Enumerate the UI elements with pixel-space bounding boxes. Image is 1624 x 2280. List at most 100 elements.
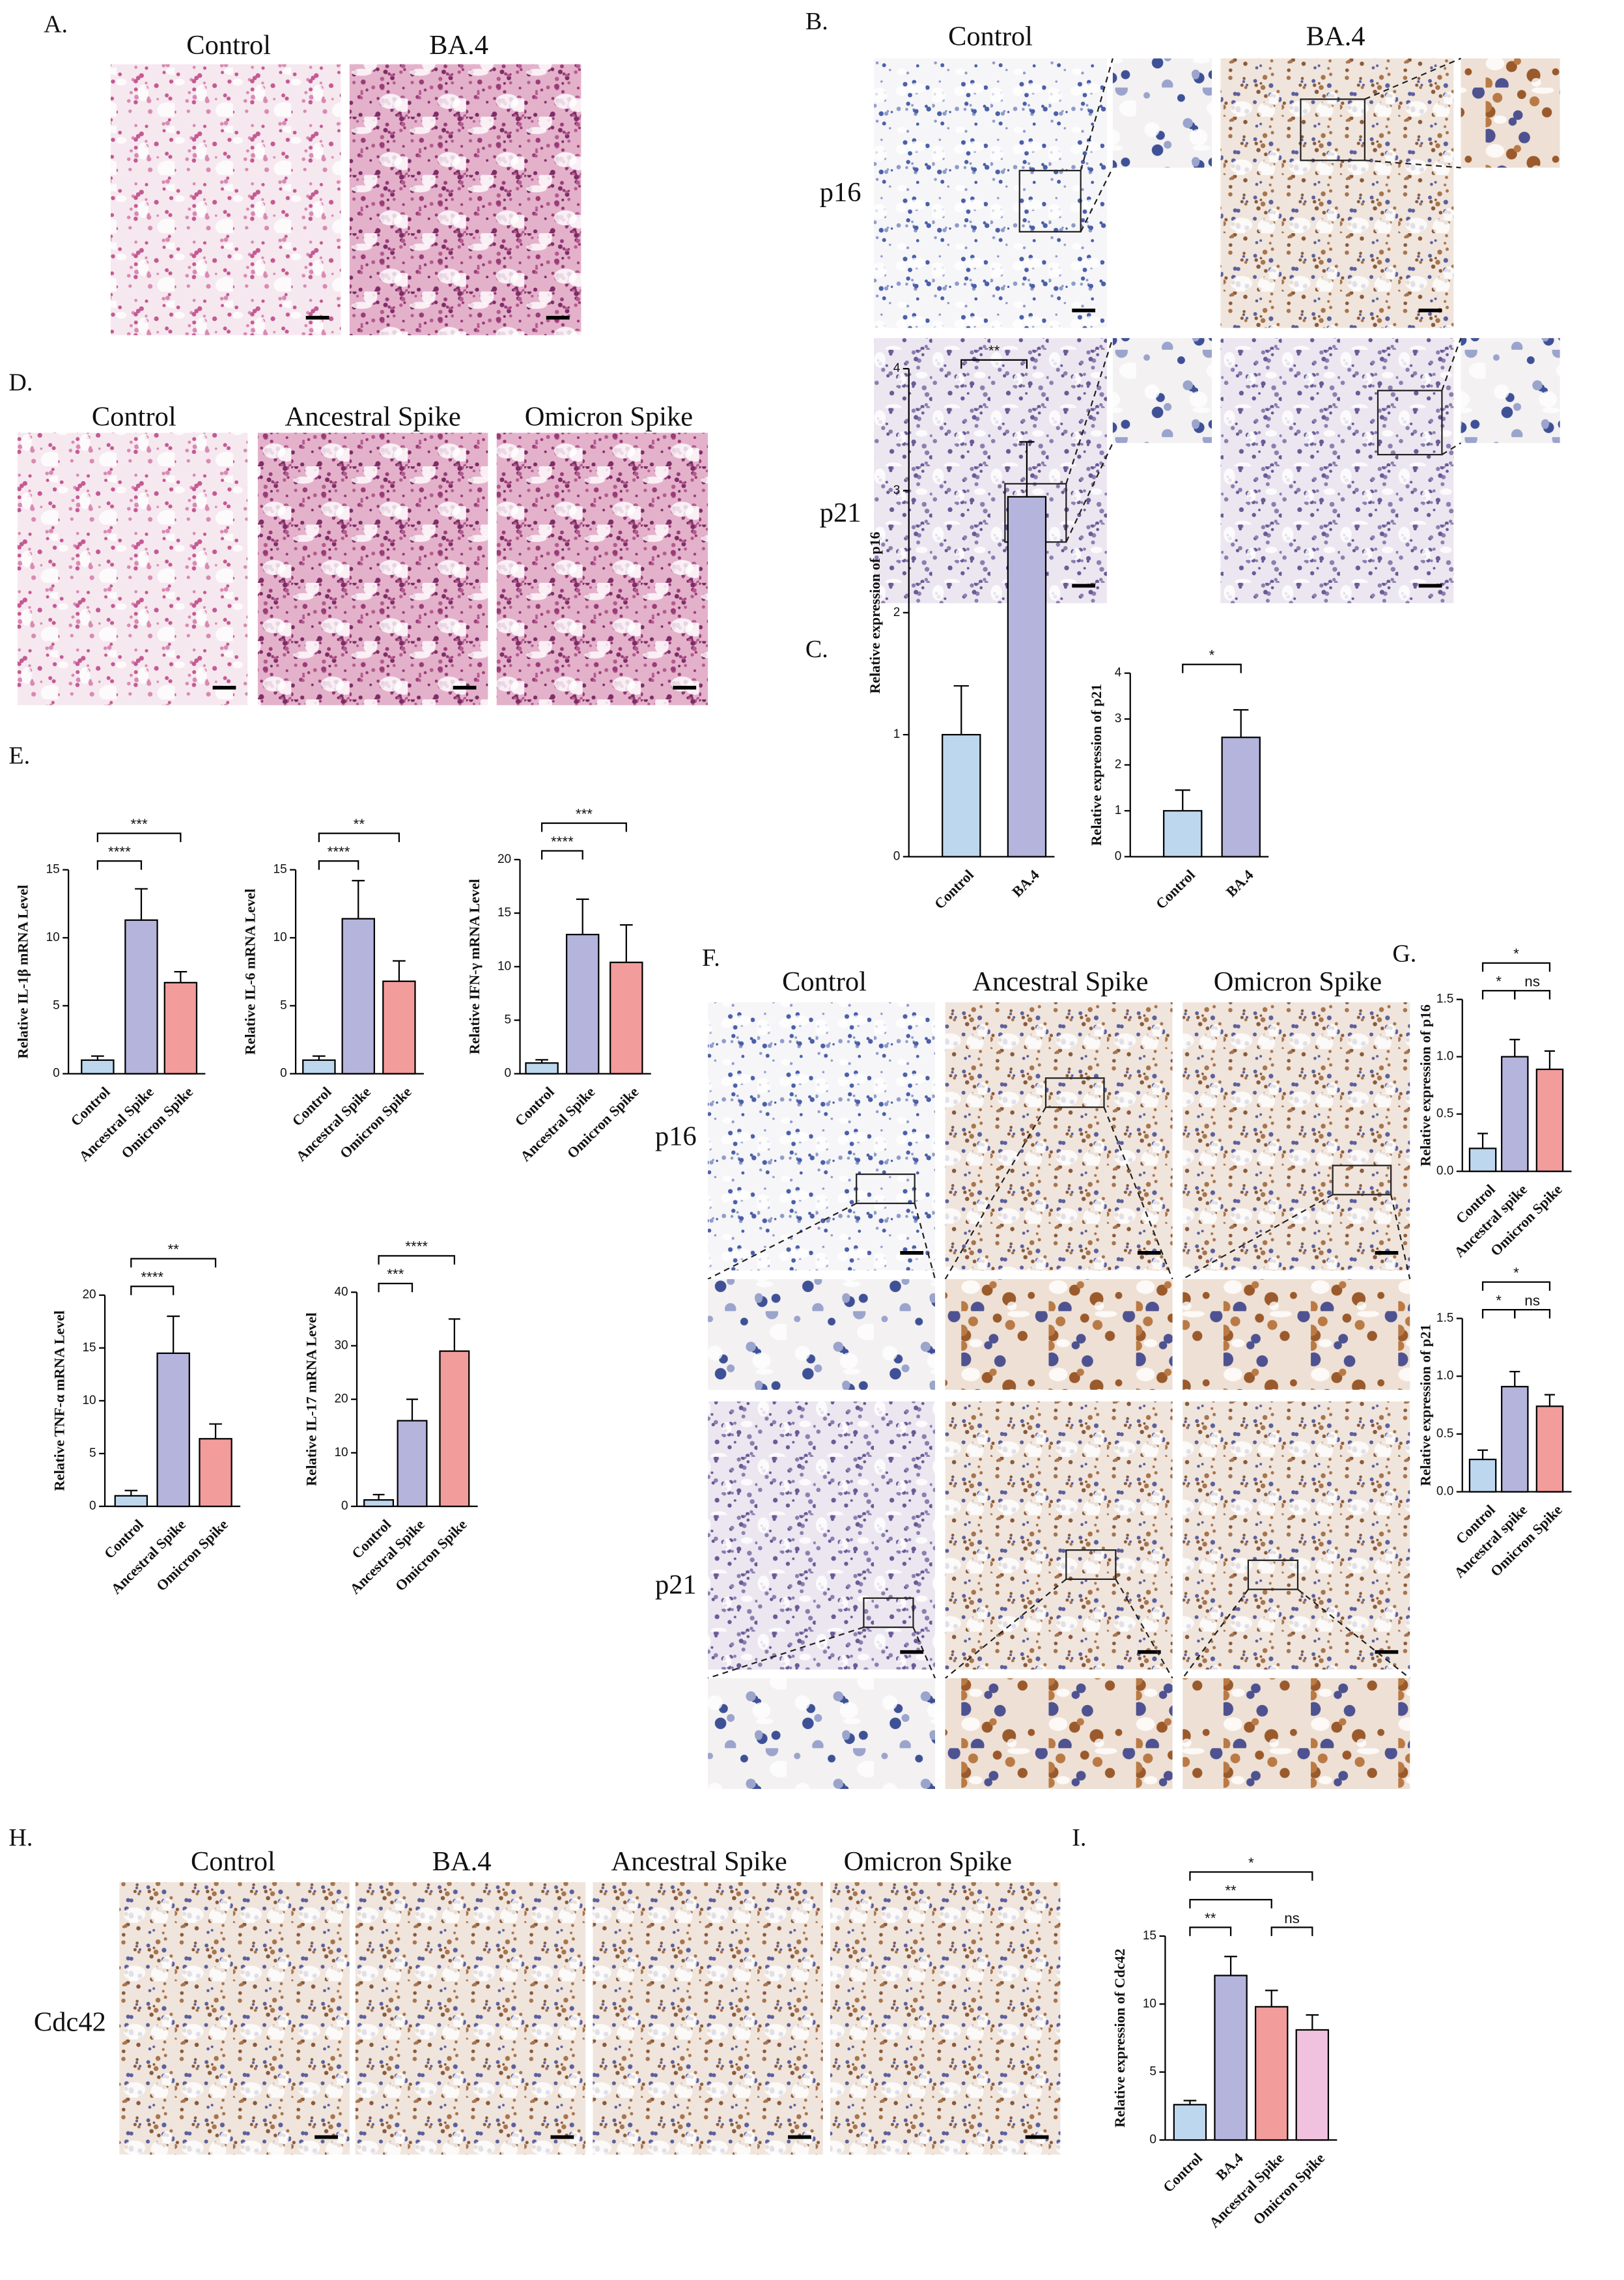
significance-label: * [1496, 974, 1502, 990]
bar [341, 918, 375, 1075]
y-tick-label: 10 [46, 931, 60, 944]
error-bar [1477, 1449, 1489, 1459]
significance-bracket [1514, 1308, 1551, 1319]
column-label: BA.4 [429, 30, 488, 61]
y-tick-label: 0.5 [1436, 1107, 1453, 1121]
micrograph [110, 64, 341, 335]
zoom-line [707, 1626, 864, 1680]
bar [1468, 1147, 1497, 1172]
micrograph [1112, 58, 1212, 168]
column-label: BA.4 [432, 1846, 492, 1877]
bar [114, 1495, 148, 1508]
significance-bracket [1189, 1926, 1232, 1936]
micrograph [1183, 1279, 1410, 1390]
micrograph [1183, 1678, 1410, 1789]
significance-label: *** [387, 1266, 404, 1282]
zoom-line [1390, 1194, 1411, 1280]
bar [1007, 496, 1047, 858]
error-bar [1175, 789, 1190, 811]
bar [439, 1350, 470, 1508]
micrograph [708, 1678, 936, 1789]
bar [302, 1059, 336, 1075]
zoom-line [1182, 1194, 1334, 1280]
error-bar [1509, 1039, 1520, 1057]
bar [1535, 1068, 1564, 1172]
zoom-line [1103, 1106, 1173, 1280]
y-tick-label: 0 [89, 1499, 96, 1513]
y-tick-label: 10 [273, 931, 287, 944]
zoom-line [1441, 337, 1462, 391]
y-tick-label: 0.0 [1436, 1164, 1453, 1178]
y-axis-label: Relative IL-6 mRNA Level [242, 889, 258, 1055]
micrograph [708, 1279, 936, 1390]
bar [565, 933, 600, 1075]
y-tick-label: 0 [893, 849, 901, 863]
significance-label: ** [354, 816, 365, 832]
bar [1468, 1458, 1497, 1493]
zoom-line [1080, 167, 1113, 232]
bar [124, 919, 158, 1075]
error-bar [953, 685, 969, 735]
error-bar [124, 1489, 138, 1496]
significance-label: **** [108, 843, 131, 860]
y-tick-label: 10 [334, 1446, 348, 1459]
zoom-line [1182, 1588, 1249, 1679]
y-axis-label: Relative expression of p16 [1418, 1004, 1434, 1166]
panel-label: C. [805, 636, 828, 663]
error-bar [619, 924, 633, 963]
y-axis-label: Relative TNF-α mRNA Level [51, 1310, 67, 1491]
zoom-line [914, 1203, 936, 1280]
micrograph [708, 1401, 936, 1670]
micrograph [874, 58, 1107, 328]
inset-box [1300, 98, 1365, 162]
error-bar [1019, 441, 1035, 497]
zoom-line [912, 1627, 936, 1679]
error-bar [1477, 1133, 1489, 1149]
significance-label: *** [576, 806, 593, 822]
zoom-line [1297, 1588, 1410, 1679]
micrograph [1461, 58, 1560, 168]
error-bar [1544, 1050, 1555, 1069]
y-tick-label: 1.5 [1436, 1312, 1453, 1325]
column-label: Control [186, 30, 271, 61]
y-tick-label: 1 [893, 727, 901, 741]
panel-label: G. [1392, 940, 1416, 967]
column-label: Control [92, 401, 176, 432]
micrograph [349, 64, 581, 335]
panel-label: F. [702, 944, 720, 972]
bar [81, 1059, 115, 1075]
y-tick-label: 20 [334, 1392, 348, 1406]
error-bar [393, 960, 406, 981]
zoom-line [944, 1579, 1067, 1679]
bar [1214, 1975, 1248, 2141]
error-bar [1265, 1990, 1278, 2007]
error-bar [1224, 1956, 1237, 1976]
column-label: Ancestral Spike [972, 966, 1148, 997]
y-tick-label: 0 [341, 1499, 348, 1513]
error-bar [174, 971, 188, 983]
column-label: Omicron Spike [525, 401, 693, 432]
y-tick-label: 0 [1115, 849, 1122, 863]
row-label: p21 [820, 498, 861, 528]
micrograph [874, 338, 1107, 604]
error-bar [1544, 1394, 1555, 1407]
error-bar [448, 1318, 460, 1351]
significance-label: **** [405, 1239, 428, 1255]
column-label: Control [782, 966, 867, 997]
panel-label: H. [8, 1824, 33, 1851]
y-axis-label: Relative expression of Cdc42 [1112, 1949, 1128, 2128]
significance-label: ns [1524, 974, 1540, 990]
y-axis-label: Relative expression of p21 [1418, 1324, 1434, 1486]
panel-label: A. [44, 10, 68, 38]
y-tick-label: 0 [53, 1067, 60, 1080]
error-bar [209, 1423, 222, 1439]
column-label: Ancestral Spike [285, 401, 461, 432]
significance-bracket [130, 1286, 175, 1295]
micrograph [708, 1002, 936, 1271]
bar [1500, 1386, 1529, 1493]
error-bar [535, 1059, 548, 1063]
significance-bracket [318, 860, 359, 870]
error-bar [576, 898, 589, 935]
significance-label: ns [1284, 1910, 1300, 1926]
